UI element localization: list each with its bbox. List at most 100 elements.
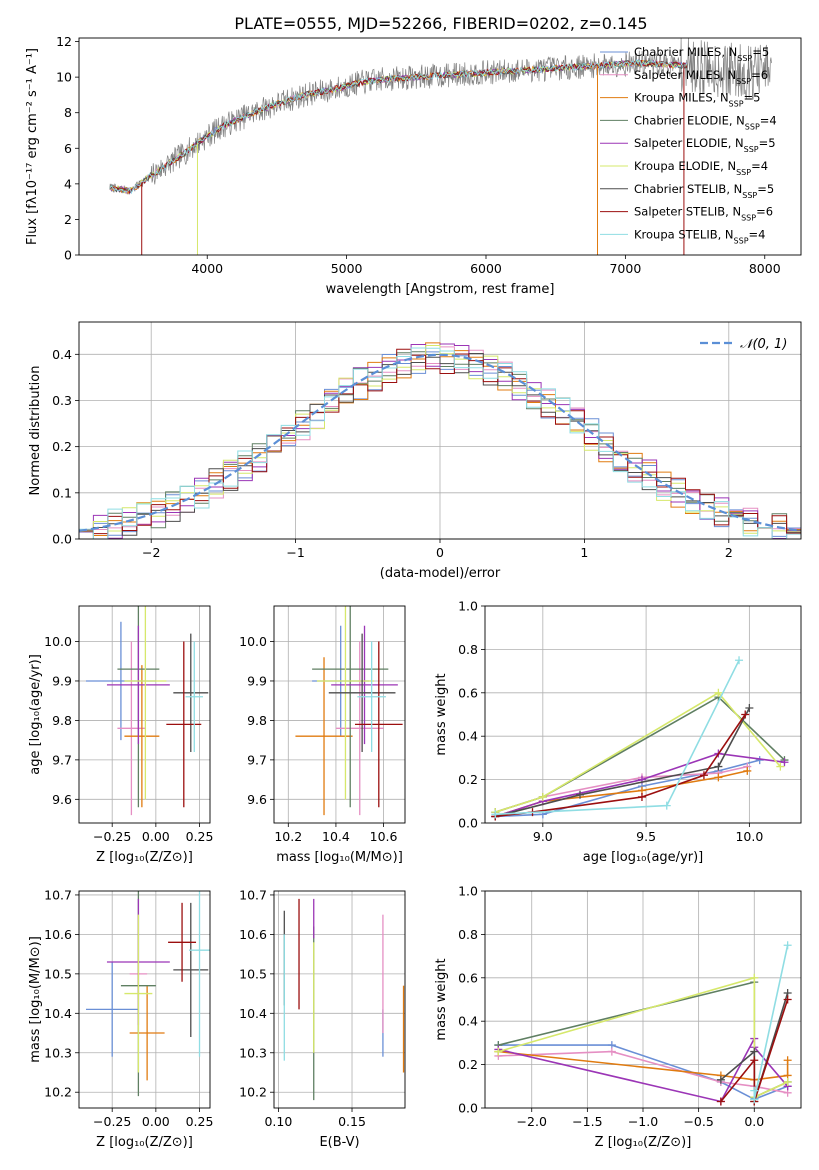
y-tick-label: 9.6 bbox=[52, 792, 72, 807]
mass_Z-points bbox=[85, 891, 210, 1097]
y-axis-label: mass weight bbox=[434, 958, 449, 1040]
x-tick-label: 0 bbox=[436, 545, 444, 560]
spectrum-lines bbox=[109, 38, 772, 255]
legend-label-sstelib: Salpeter STELIB, NSSP=6 bbox=[634, 205, 773, 223]
x-tick-label: 9.0 bbox=[533, 829, 553, 844]
y-tick-label: 10.7 bbox=[44, 887, 72, 902]
y-tick-label: 1.0 bbox=[458, 599, 478, 614]
axes-frame bbox=[273, 890, 406, 1109]
weight-marker-kstelib bbox=[783, 941, 792, 950]
weight-line-kstelib bbox=[495, 659, 740, 816]
x-axis-label: age [log₁₀(age/yr)] bbox=[583, 850, 704, 865]
y-tick-label: 10.2 bbox=[239, 1085, 267, 1100]
y-tick-label: 1.0 bbox=[458, 884, 478, 899]
axes-frame bbox=[78, 605, 211, 824]
weight-line-smiles bbox=[495, 765, 748, 813]
legend-label-cstelib: Chabrier STELIB, NSSP=5 bbox=[634, 182, 774, 200]
weight-marker-cstelib bbox=[576, 790, 585, 799]
weight-line-sstelib bbox=[495, 714, 746, 818]
y-tick-label: 8 bbox=[64, 105, 72, 120]
x-tick-label: −2 bbox=[142, 545, 160, 560]
weight-line-celodie bbox=[495, 696, 786, 813]
spectrum-legend: Chabrier MILES, NSSP=5 Salpeter MILES, NS… bbox=[600, 45, 777, 245]
y-tick-label: 0.4 bbox=[458, 1014, 478, 1029]
x-tick-label: −1 bbox=[286, 545, 304, 560]
weight-marker-kelodie bbox=[750, 973, 759, 982]
residuals-panel: −2 −1 0 1 2 0.0 0.1 0.2 0.3 0.4 (data-model)/error… bbox=[28, 321, 802, 581]
weight-marker-kelodie bbox=[494, 1047, 503, 1056]
x-axis-label: Z [log₁₀(Z/Z⊙)] bbox=[96, 850, 193, 865]
x-axis-label: Z [log₁₀(Z/Z⊙)] bbox=[96, 1135, 193, 1150]
x-tick-label: 9.5 bbox=[636, 829, 656, 844]
weight-marker-kmiles bbox=[783, 1056, 792, 1065]
y-tick-label: 10.0 bbox=[44, 634, 72, 649]
normal-reference-curve bbox=[79, 353, 801, 532]
weight-marker-cstelib bbox=[716, 1075, 725, 1084]
weight_Z-panel: −2.0 −1.5 −1.0 −0.5 0.0 0.0 0.2 0.4 0.6 0.8 1.0 Z [… bbox=[434, 884, 802, 1150]
x-tick-label: 2 bbox=[725, 545, 733, 560]
panels: 4000 5000 6000 7000 8000024681012wavelength … bbox=[25, 34, 802, 1150]
x-tick-label: 0.0 bbox=[744, 1114, 764, 1129]
y-tick-label: 0.2 bbox=[458, 1057, 478, 1072]
legend-label-selodie: Salpeter ELODIE, NSSP=5 bbox=[634, 136, 776, 154]
y-tick-label: 4 bbox=[64, 176, 72, 191]
histograms bbox=[79, 342, 801, 539]
y-tick-label: 0 bbox=[64, 248, 72, 263]
y-axis-label: Flux [fλ10⁻¹⁷ erg cm⁻² s⁻¹ A⁻¹] bbox=[25, 48, 40, 245]
y-tick-label: 10.4 bbox=[239, 1006, 267, 1021]
histogram-selodie bbox=[79, 343, 801, 539]
x-tick-label: −1.0 bbox=[628, 1114, 658, 1129]
x-tick-label: 0.00 bbox=[142, 1114, 170, 1129]
y-axis-label: mass [log₁₀(M/M⊙)] bbox=[28, 936, 43, 1063]
y-tick-label: 0.8 bbox=[458, 642, 478, 657]
weight-line-kelodie bbox=[498, 976, 788, 1099]
axes-frame bbox=[484, 890, 802, 1109]
weight_Z-lines bbox=[494, 941, 792, 1106]
histogram-sstelib bbox=[79, 348, 801, 535]
y-tick-label: 9.9 bbox=[52, 673, 72, 688]
x-tick-label: 6000 bbox=[470, 261, 502, 276]
axes-frame bbox=[78, 37, 802, 256]
x-axis-label: mass [log₁₀(M/M⊙)] bbox=[276, 850, 403, 865]
mass_ebv-panel: 0.10 0.15 10.2 10.3 10.4 10.5 10.6 10.7 E(B-V) bbox=[239, 887, 406, 1150]
y-tick-label: 10.6 bbox=[44, 927, 72, 942]
y-tick-label: 10.6 bbox=[239, 927, 267, 942]
weight-marker-kelodie bbox=[783, 1077, 792, 1086]
y-tick-label: 6 bbox=[64, 141, 72, 156]
legend-label-kelodie: Kroupa ELODIE, NSSP=4 bbox=[634, 159, 768, 177]
weight-marker-cstelib bbox=[714, 762, 723, 771]
legend-label-normal: 𝒩(0, 1) bbox=[740, 337, 787, 352]
weight_age-lines bbox=[491, 656, 789, 821]
mass_ebv-points bbox=[283, 898, 405, 1101]
y-tick-label: 9.8 bbox=[247, 713, 267, 728]
legend-label-cmiles: Chabrier MILES, NSSP=5 bbox=[634, 45, 769, 63]
x-tick-label: −1.5 bbox=[572, 1114, 602, 1129]
y-tick-label: 0.0 bbox=[458, 1101, 478, 1116]
model-spectrum-kstelib bbox=[109, 58, 688, 195]
y-tick-label: 9.7 bbox=[52, 752, 72, 767]
weight-marker-smiles bbox=[607, 1047, 616, 1056]
y-tick-label: 0.1 bbox=[52, 485, 72, 500]
weight_age-panel: 9.0 9.5 10.0 0.0 0.2 0.4 0.6 0.8 1.0 age [log₁₀(a… bbox=[434, 599, 802, 865]
x-tick-label: 0.00 bbox=[142, 829, 170, 844]
x-axis-label: Z [log₁₀(Z/Z⊙)] bbox=[595, 1135, 692, 1150]
x-tick-label: −0.25 bbox=[93, 829, 131, 844]
y-tick-label: 10.5 bbox=[44, 966, 72, 981]
y-tick-label: 0.0 bbox=[458, 816, 478, 831]
model-spectrum-sstelib bbox=[109, 59, 688, 194]
x-axis-label: E(B-V) bbox=[319, 1135, 359, 1150]
x-tick-label: −0.5 bbox=[683, 1114, 713, 1129]
x-tick-label: 1 bbox=[580, 545, 588, 560]
y-tick-label: 0.2 bbox=[458, 772, 478, 787]
legend-label-smiles: Salpeter MILES, NSSP=6 bbox=[634, 68, 768, 86]
legend-label-celodie: Chabrier ELODIE, NSSP=4 bbox=[634, 113, 777, 130]
y-tick-label: 0.3 bbox=[52, 393, 72, 408]
y-tick-label: 10.3 bbox=[239, 1045, 267, 1060]
axes-frame bbox=[78, 321, 802, 540]
weight-marker-sstelib bbox=[716, 1097, 725, 1106]
axes-frame bbox=[273, 605, 406, 824]
weight-marker-sstelib bbox=[750, 1056, 759, 1065]
weight-marker-sstelib bbox=[637, 792, 646, 801]
weight-marker-kstelib bbox=[662, 801, 671, 810]
